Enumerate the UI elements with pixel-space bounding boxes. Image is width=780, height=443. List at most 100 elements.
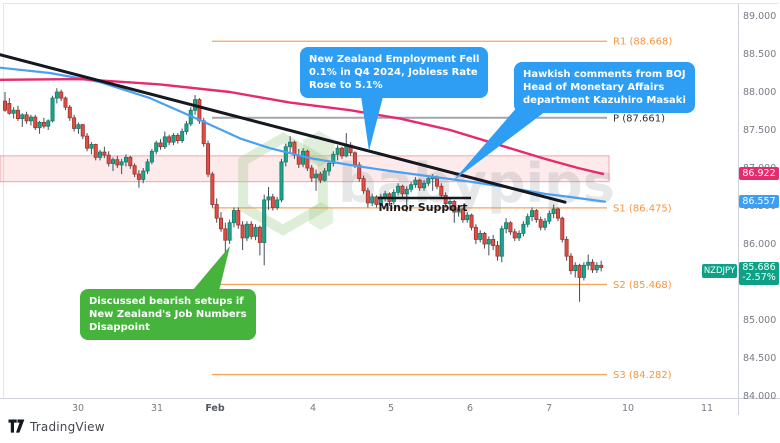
chart-frame-top [3, 3, 778, 4]
candle-body [158, 142, 163, 148]
candle-body [521, 223, 526, 234]
price-axis-label: 86.000 [743, 238, 777, 250]
candle-body [560, 217, 565, 240]
time-axis-separator [0, 398, 780, 399]
candle-body [335, 147, 340, 155]
moving-average-blue[interactable] [0, 66, 607, 203]
candle-body [547, 213, 552, 222]
candle-body [417, 179, 422, 189]
candle-body [564, 239, 569, 257]
candle-body [80, 124, 85, 137]
candle-body [426, 178, 431, 184]
candle-body [482, 232, 487, 245]
callout-tail-bearish [192, 246, 230, 291]
candle-body [473, 226, 478, 240]
time-axis-label: Feb [205, 403, 225, 414]
candle-body [206, 143, 211, 175]
candle-body [288, 141, 293, 148]
candle-body [465, 214, 470, 221]
candle-body [577, 264, 582, 278]
candle-body [231, 210, 236, 224]
tradingview-logo[interactable]: TradingView [8, 419, 105, 434]
price-axis-label: 84.000 [743, 390, 777, 402]
candle-body [85, 135, 90, 149]
tradingview-logo-icon [8, 419, 25, 433]
descending-trendline[interactable] [0, 53, 567, 204]
price-axis-label: 88.000 [743, 86, 777, 98]
candle-body [98, 151, 103, 158]
candle-body [439, 185, 444, 196]
ma-pink-price-badge: 86.922 [739, 167, 779, 181]
candle-body [24, 114, 29, 122]
candle-body [314, 173, 319, 179]
time-axis-label: 4 [309, 403, 317, 414]
candle-body [599, 264, 604, 268]
pivot-label: S3 (84.282) [613, 370, 672, 381]
price-axis-label: 89.000 [743, 10, 777, 22]
time-axis-label: 11 [700, 403, 714, 414]
callout-bearish-setups[interactable]: Discussed bearish setups if New Zealand'… [80, 289, 256, 340]
pivot-label: R1 (88.668) [613, 37, 672, 48]
candle-body [594, 264, 599, 271]
candle-body [119, 161, 124, 166]
callout-boj-hawkish[interactable]: Hawkish comments from BOJ Head of Moneta… [514, 62, 695, 113]
last-price-badge: 85.686 -2.57% [739, 261, 779, 285]
candle-body [128, 156, 133, 167]
candle-body [486, 239, 491, 245]
candle-body [3, 100, 8, 111]
candle-body [357, 164, 362, 180]
candle-body [37, 122, 42, 129]
candle-body [374, 196, 379, 205]
candle-body [20, 114, 25, 120]
candle-body [538, 219, 543, 228]
candle-body [512, 231, 517, 239]
symbol-badge: NZDJPY [702, 263, 737, 278]
candle-body [318, 173, 323, 181]
candle-body [443, 194, 448, 205]
candle-body [257, 226, 262, 243]
candle-body [530, 210, 535, 218]
candle-body [50, 97, 55, 122]
candle-body [270, 196, 275, 208]
callout-tails [192, 89, 554, 291]
candle-body [555, 208, 560, 219]
candle-body [76, 124, 81, 129]
time-axis-label: 6 [466, 403, 474, 414]
candle-body [223, 228, 228, 241]
candle-body [240, 224, 245, 239]
candle-body [543, 220, 548, 228]
candle-body [236, 210, 241, 226]
candle-body [517, 232, 522, 239]
price-axis-label: 87.500 [743, 124, 777, 136]
candle-body [590, 261, 595, 271]
candle-body [309, 167, 314, 179]
candle-body [111, 159, 116, 164]
candle-body [33, 116, 38, 129]
candle-body [11, 109, 16, 114]
candle-body [115, 159, 120, 166]
callout-tail-hawkish [453, 105, 554, 181]
last-price-change: -2.57% [742, 272, 776, 284]
candle-body [534, 210, 539, 221]
candle-body [171, 134, 176, 143]
candle-body [7, 103, 12, 114]
candle-body [244, 223, 249, 239]
candle-body [210, 173, 215, 205]
candle-body [149, 150, 154, 163]
time-axis-label: 7 [545, 403, 553, 414]
ma-blue-price-badge: 86.557 [739, 195, 779, 209]
watermark-hexagon-small [308, 202, 334, 230]
candle-body [469, 214, 474, 228]
time-axis-label: 30 [71, 403, 85, 414]
candle-body [175, 134, 180, 142]
candle-body [404, 188, 409, 195]
candle-body [499, 228, 504, 257]
candle-body [253, 226, 258, 237]
candle-body [63, 97, 68, 108]
candle-body [266, 196, 271, 201]
candle-body [339, 147, 344, 157]
tradingview-logo-text: TradingView [30, 419, 105, 434]
callout-nz-employment[interactable]: New Zealand Employment Fell 0.1% in Q4 2… [300, 47, 489, 98]
